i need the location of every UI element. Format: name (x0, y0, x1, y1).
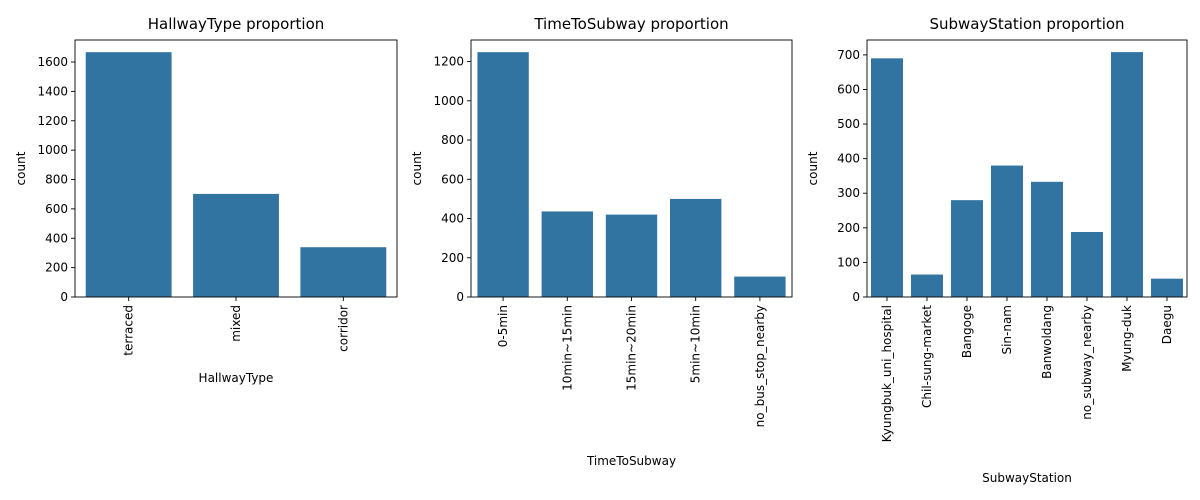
bar-terraced (85, 52, 172, 297)
x-tick-label: Daegu (1160, 305, 1174, 344)
x-tick-label: Kyungbuk_uni_hospital (880, 305, 894, 442)
chart-panel-2: 0 200 400 600 800 1000 1200 0-5min 10min~15min 15… (410, 15, 793, 468)
y-tick-label: 1000 (37, 143, 68, 157)
bar-0-5min (477, 52, 529, 297)
bar-Kyungbuk_uni_hospital (871, 58, 903, 297)
y-axis-label: count (410, 151, 424, 185)
y-tick-label: 200 (45, 261, 68, 275)
y-tick-label: 1200 (37, 114, 68, 128)
bar-Sin-nam (991, 165, 1023, 297)
y-tick-label: 400 (837, 152, 860, 166)
x-tick-label: 5min~10min (689, 305, 703, 383)
y-tick-label: 800 (441, 133, 464, 147)
y-tick-label: 0 (852, 290, 860, 304)
y-tick-label: 500 (837, 117, 860, 131)
y-tick-label: 600 (837, 82, 860, 96)
chart-panel-3: 0 100 200 300 400 500 600 700 Kyungbuk_uni_hospi… (806, 15, 1188, 485)
y-tick-label: 1200 (433, 55, 464, 69)
y-tick-label: 200 (837, 221, 860, 235)
x-tick-label: no_subway_nearby (1080, 305, 1094, 420)
x-tick-label: Chil-sung-market (920, 305, 934, 408)
y-tick-label: 100 (837, 255, 860, 269)
chart-title: SubwayStation proportion (929, 15, 1124, 33)
bar-Chil-sung-market (911, 274, 943, 297)
x-tick-label: Myung-duk (1120, 305, 1134, 372)
y-tick-label: 400 (45, 231, 68, 245)
chart-title: TimeToSubway proportion (533, 15, 728, 33)
x-axis-label: HallwayType (199, 371, 274, 385)
bar-Daegu (1151, 278, 1183, 297)
bar-5min~10min (670, 198, 722, 297)
y-tick-label: 400 (441, 212, 464, 226)
bar-15min~20min (605, 214, 658, 297)
y-tick-label: 0 (456, 290, 464, 304)
y-tick-label: 1000 (433, 94, 464, 108)
y-tick-label: 300 (837, 186, 860, 200)
x-tick-label: terraced (122, 305, 136, 356)
x-tick-label: 15min~20min (625, 305, 639, 391)
bar-corridor (300, 247, 387, 297)
x-tick-label: Banwoldang (1040, 305, 1054, 379)
bar-no_bus_stop_nearby (734, 276, 786, 297)
y-axis-label: count (806, 151, 820, 185)
y-tick-label: 700 (837, 48, 860, 62)
y-tick-label: 800 (45, 173, 68, 187)
bar-10min~15min (541, 211, 593, 297)
chart-title: HallwayType proportion (148, 15, 325, 33)
y-tick-label: 1400 (37, 84, 68, 98)
x-tick-label: no_bus_stop_nearby (753, 305, 767, 427)
y-tick-label: 1600 (37, 55, 68, 69)
bar-mixed (193, 193, 279, 297)
x-tick-label: mixed (229, 305, 243, 342)
x-axis-label: SubwayStation (982, 471, 1072, 485)
chart-panel-1: 0 200 400 600 800 1000 1200 1400 1600 terraced mix… (14, 15, 398, 385)
y-tick-label: 600 (45, 202, 68, 216)
bar-Banwoldang (1031, 181, 1063, 297)
y-tick-label: 200 (441, 251, 464, 265)
x-tick-label: 10min~15min (560, 305, 574, 391)
y-axis-label: count (14, 151, 28, 185)
x-tick-label: 0-5min (496, 305, 510, 347)
x-tick-label: corridor (336, 305, 350, 352)
axes-frame (866, 39, 1188, 298)
bar-no_subway_nearby (1071, 231, 1103, 297)
bar-Myung-duk (1111, 52, 1143, 297)
x-tick-label: Bangoge (960, 305, 974, 358)
y-tick-label: 0 (60, 290, 68, 304)
x-tick-label: Sin-nam (1000, 305, 1014, 355)
y-tick-label: 600 (441, 172, 464, 186)
bar-Bangoge (951, 200, 983, 297)
x-axis-label: TimeToSubway (586, 454, 676, 468)
